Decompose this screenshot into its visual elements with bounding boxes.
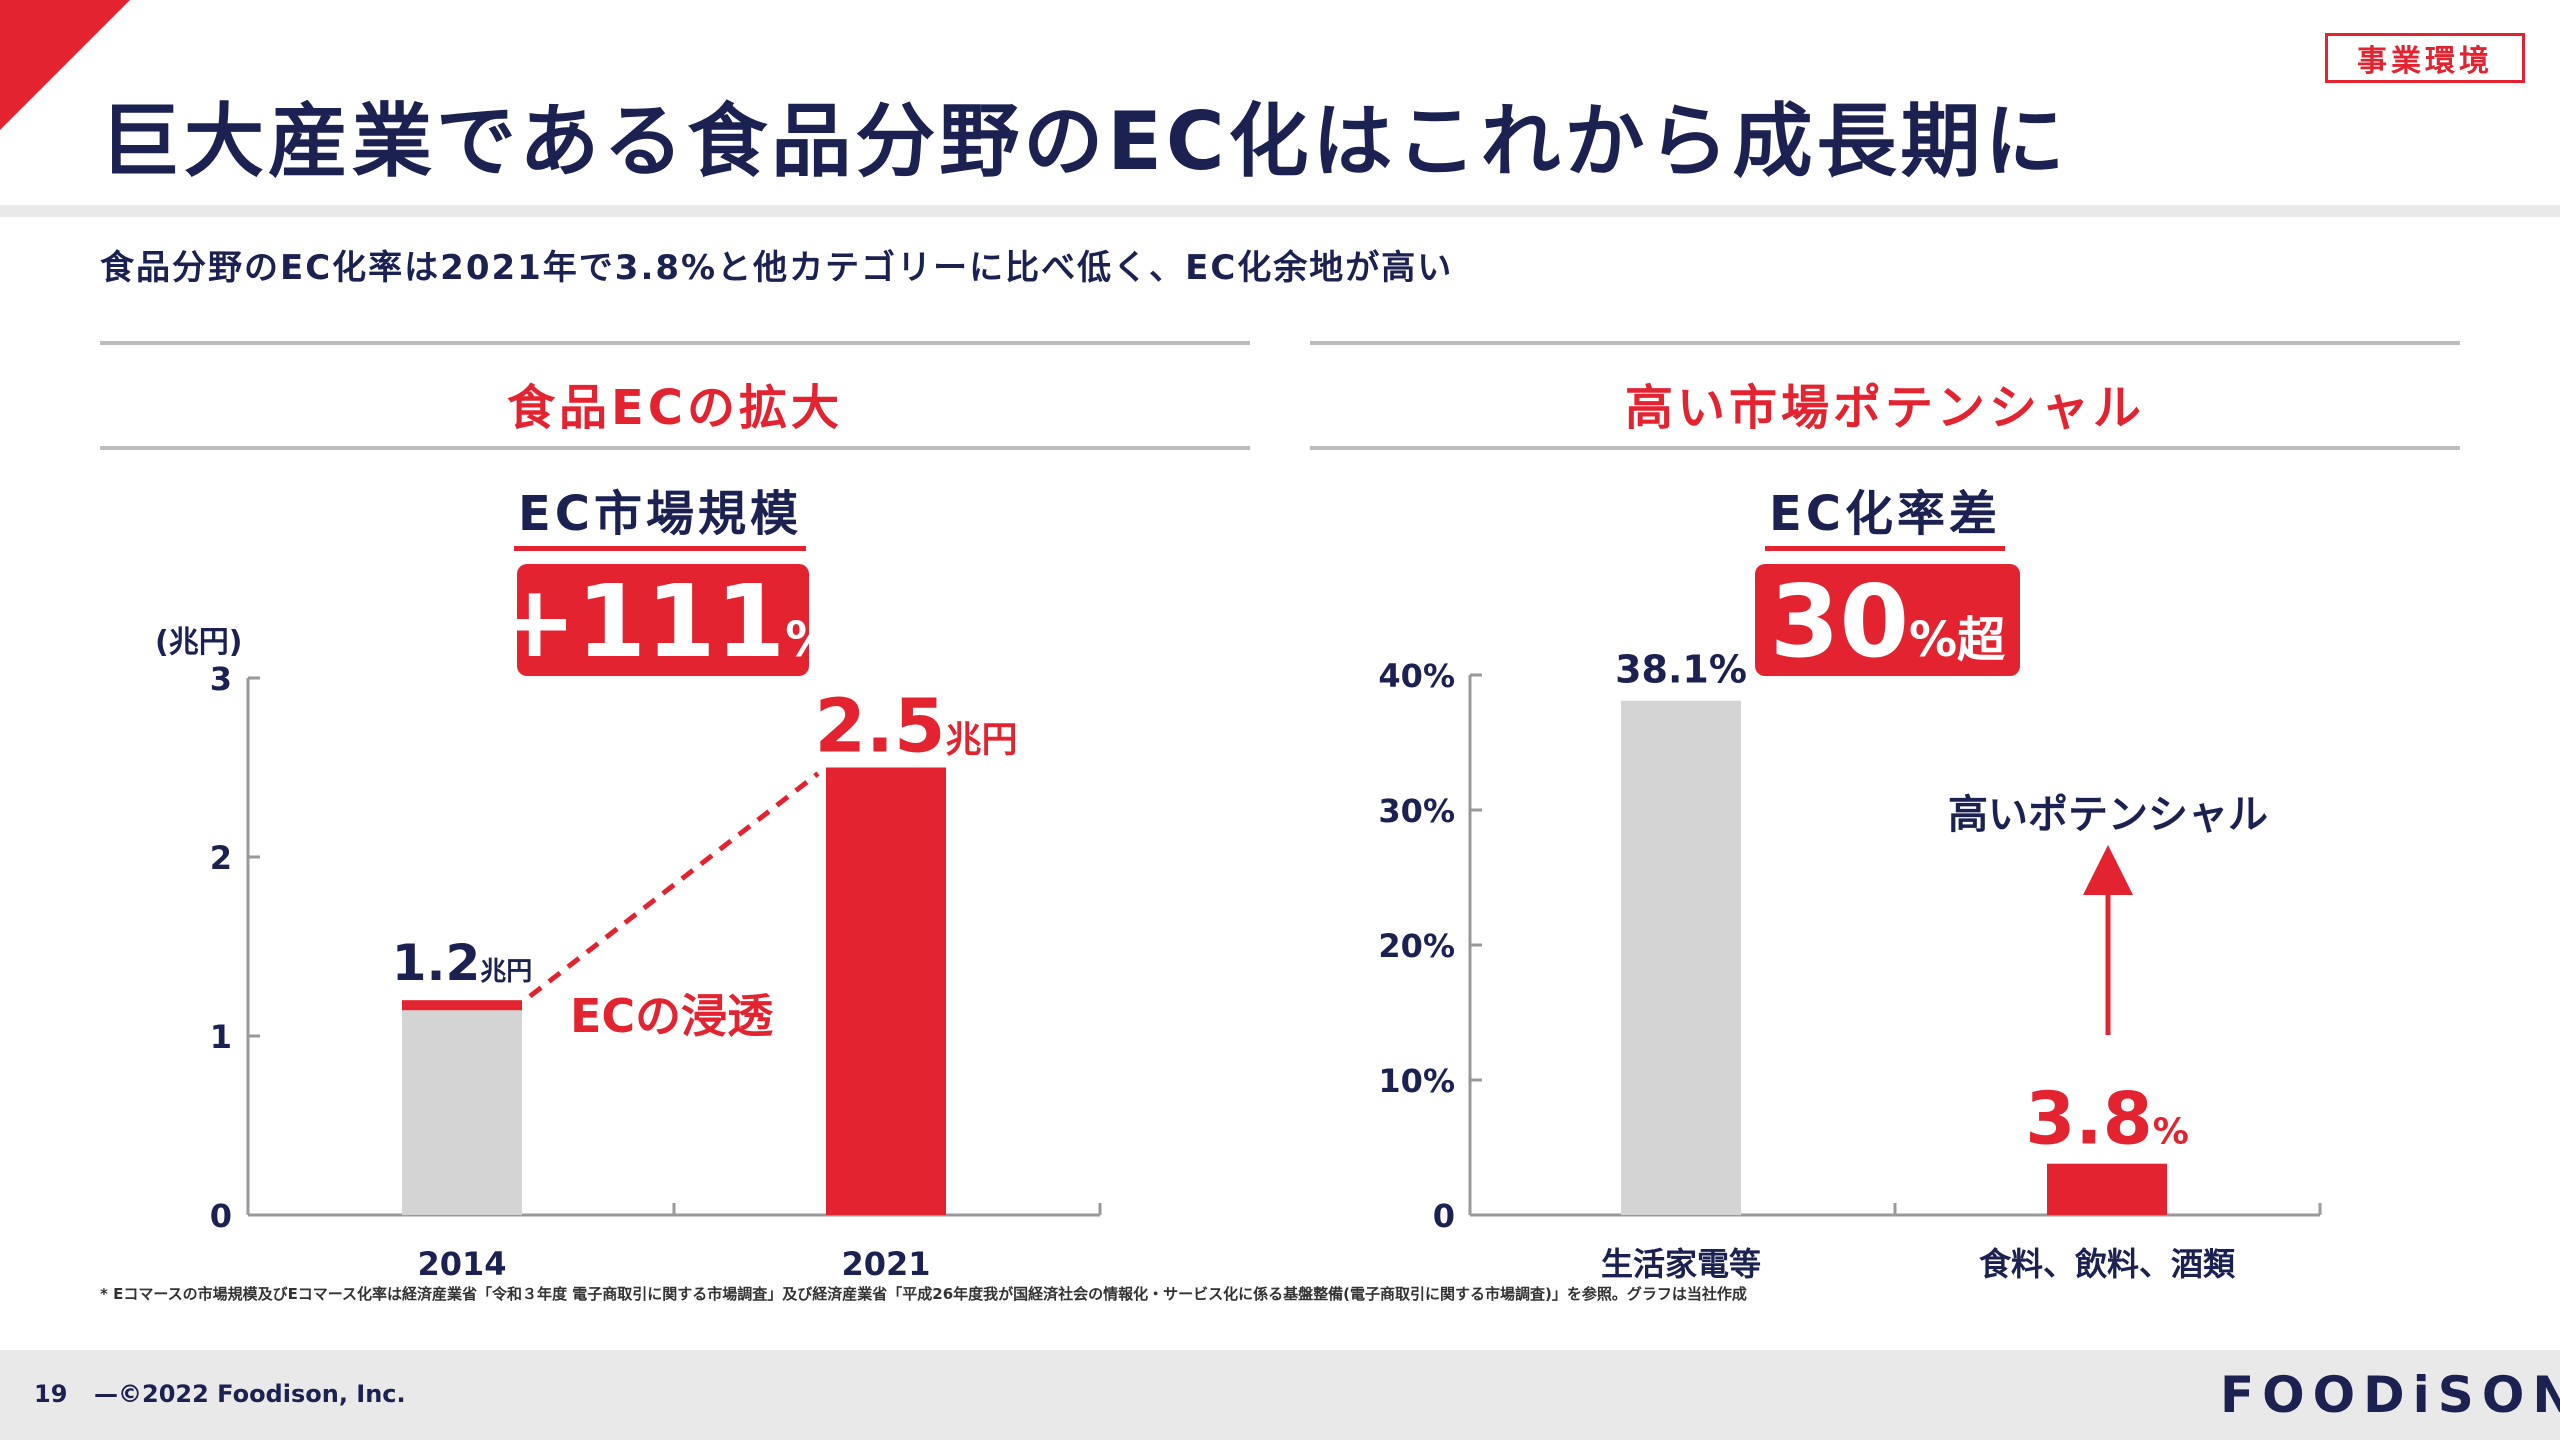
bar-2021-value-label: 2.5兆円 <box>814 684 1017 770</box>
gap-badge-unit: %超 <box>1909 612 2006 668</box>
page-subtitle: 食品分野のEC化率は2021年で3.8%と他カテゴリーに比べ低く、EC化余地が高… <box>100 248 1454 288</box>
right-y-tick-label: 10% <box>1378 1062 1455 1100</box>
left-y-tick-label: 0 <box>210 1197 232 1235</box>
left-chart-y-ticks: 0 1 2 3 <box>210 660 1102 1235</box>
right-panel-top-rule <box>1310 341 2460 345</box>
gap-badge: 30 %超 <box>1755 564 2020 680</box>
right-panel-heading: 高い市場ポテンシャル <box>1624 380 2145 436</box>
left-y-tick-label: 3 <box>210 660 232 698</box>
growth-badge-value: +111 <box>492 563 786 680</box>
left-chart-title-text: EC市場規模 <box>513 486 807 551</box>
growth-badge: +111 % <box>493 564 834 680</box>
bar-appliances-value-label: 38.1% <box>1615 648 1747 692</box>
right-panel-bottom-rule <box>1310 446 2460 450</box>
bar-appliances <box>1621 700 1741 1215</box>
bar-2021 <box>826 767 946 1215</box>
title-divider <box>0 205 2560 217</box>
right-chart-title: EC化率差 <box>1585 474 2185 551</box>
page-number: 19 <box>34 1380 68 1408</box>
left-y-tick-label: 1 <box>210 1018 232 1056</box>
foodison-logo: FOODiSON <box>2220 1366 2560 1424</box>
left-chart-title: EC市場規模 <box>360 474 960 551</box>
right-y-tick-label: 20% <box>1378 927 1455 965</box>
category-2014: 2014 <box>417 1245 506 1283</box>
left-panel-top-rule <box>100 341 1250 345</box>
left-y-tick-label: 2 <box>210 839 232 877</box>
right-chart-title-text: EC化率差 <box>1764 486 2006 551</box>
bar-food-beverage-value-label: 3.8% <box>2025 1077 2189 1161</box>
left-chart-unit-label: (兆円) <box>155 625 242 660</box>
right-y-tick-label: 40% <box>1378 657 1455 695</box>
bar-food-beverage <box>2047 1163 2167 1215</box>
right-chart-y-ticks: 0 10% 20% 30% 40% <box>1378 657 2322 1235</box>
ec-trend-label: ECの浸透 <box>570 989 774 1043</box>
footer-band <box>0 1350 2560 1440</box>
left-panel-heading: 食品ECの拡大 <box>506 380 844 436</box>
category-food-beverage: 食料、飲料、酒類 <box>1979 1245 2236 1283</box>
ec-trend-dashed-line <box>528 771 820 999</box>
section-tag: 事業環境 <box>2325 33 2525 83</box>
gap-badge-value: 30 <box>1769 563 1910 680</box>
right-y-tick-label: 0 <box>1433 1197 1455 1235</box>
footnote: * Eコマースの市場規模及びEコマース化率は経済産業省「令和３年度 電子商取引に… <box>100 1285 1747 1303</box>
right-y-tick-label: 30% <box>1378 792 1455 830</box>
category-2021: 2021 <box>841 1245 930 1283</box>
corner-accent <box>0 0 130 130</box>
category-appliances: 生活家電等 <box>1601 1245 1761 1283</box>
bar-2014-value-label: 1.2兆円 <box>392 934 533 992</box>
page-title: 巨大産業である食品分野のEC化はこれから成長期に <box>100 95 2069 188</box>
bar-2014 <box>402 1000 522 1215</box>
growth-badge-unit: % <box>785 612 834 668</box>
left-panel-bottom-rule <box>100 446 1250 450</box>
copyright: —©2022 Foodison, Inc. <box>94 1380 406 1408</box>
potential-label: 高いポテンシャル <box>1948 792 2268 838</box>
bar-2014-cap <box>402 1000 522 1011</box>
